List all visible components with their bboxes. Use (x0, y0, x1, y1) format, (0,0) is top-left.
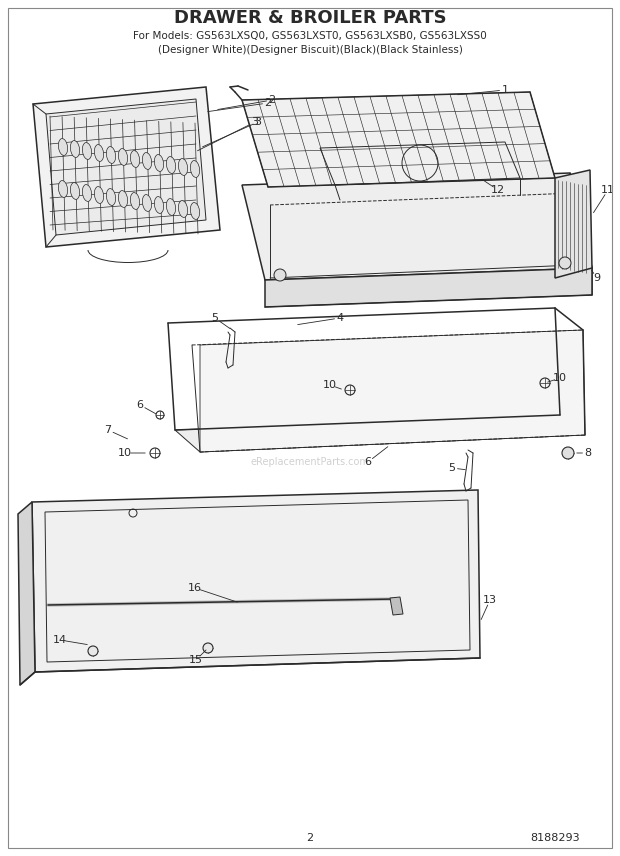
Ellipse shape (179, 200, 188, 217)
Text: 3: 3 (254, 117, 262, 127)
Text: 2: 2 (265, 98, 272, 108)
Ellipse shape (143, 152, 152, 169)
Text: 1: 1 (502, 85, 508, 95)
Ellipse shape (166, 157, 175, 174)
Text: 3: 3 (252, 117, 259, 127)
Circle shape (562, 447, 574, 459)
Circle shape (88, 646, 98, 656)
Polygon shape (242, 92, 555, 187)
Ellipse shape (166, 199, 175, 216)
Ellipse shape (58, 139, 68, 156)
Text: 2: 2 (306, 833, 314, 843)
Text: 14: 14 (53, 635, 67, 645)
Text: 16: 16 (188, 583, 202, 593)
Ellipse shape (82, 143, 92, 159)
Circle shape (203, 643, 213, 653)
Ellipse shape (71, 182, 79, 199)
Ellipse shape (82, 185, 92, 201)
Text: 5: 5 (211, 313, 218, 323)
Polygon shape (265, 268, 592, 307)
Text: 6: 6 (365, 457, 371, 467)
Circle shape (559, 257, 571, 269)
Polygon shape (200, 330, 585, 452)
Polygon shape (555, 170, 592, 278)
Ellipse shape (130, 193, 140, 210)
Text: 10: 10 (553, 373, 567, 383)
Ellipse shape (118, 149, 128, 165)
Text: 6: 6 (136, 400, 143, 410)
Ellipse shape (71, 140, 79, 158)
Ellipse shape (118, 191, 128, 207)
Text: 15: 15 (189, 655, 203, 665)
Ellipse shape (94, 187, 104, 204)
Ellipse shape (154, 197, 164, 213)
Text: 5: 5 (448, 463, 456, 473)
Circle shape (274, 269, 286, 281)
Text: 8: 8 (585, 448, 591, 458)
Ellipse shape (190, 203, 200, 219)
Polygon shape (242, 173, 592, 280)
Text: For Models: GS563LXSQ0, GS563LXST0, GS563LXSB0, GS563LXSS0: For Models: GS563LXSQ0, GS563LXST0, GS56… (133, 31, 487, 41)
Text: 2: 2 (268, 95, 275, 105)
Polygon shape (390, 597, 403, 615)
Ellipse shape (94, 145, 104, 162)
Ellipse shape (107, 146, 115, 163)
Polygon shape (18, 502, 35, 685)
Polygon shape (46, 99, 206, 235)
Ellipse shape (58, 181, 68, 198)
Text: 7: 7 (104, 425, 112, 435)
Text: 12: 12 (491, 185, 505, 195)
Text: (Designer White)(Designer Biscuit)(Black)(Black Stainless): (Designer White)(Designer Biscuit)(Black… (157, 45, 463, 55)
Ellipse shape (190, 161, 200, 177)
Polygon shape (175, 415, 585, 452)
Text: 9: 9 (593, 273, 601, 283)
Ellipse shape (107, 188, 115, 205)
Polygon shape (570, 173, 592, 295)
Text: 11: 11 (601, 185, 615, 195)
Text: 8188293: 8188293 (530, 833, 580, 843)
Polygon shape (32, 490, 480, 672)
Ellipse shape (154, 155, 164, 171)
Text: 10: 10 (118, 448, 132, 458)
Text: 4: 4 (337, 313, 343, 323)
Polygon shape (268, 178, 555, 215)
Polygon shape (33, 87, 220, 247)
Text: DRAWER & BROILER PARTS: DRAWER & BROILER PARTS (174, 9, 446, 27)
Text: 13: 13 (483, 595, 497, 605)
Ellipse shape (179, 158, 188, 175)
Text: 10: 10 (323, 380, 337, 390)
Text: eReplacementParts.com: eReplacementParts.com (250, 457, 370, 467)
Ellipse shape (143, 194, 152, 211)
Ellipse shape (130, 151, 140, 168)
